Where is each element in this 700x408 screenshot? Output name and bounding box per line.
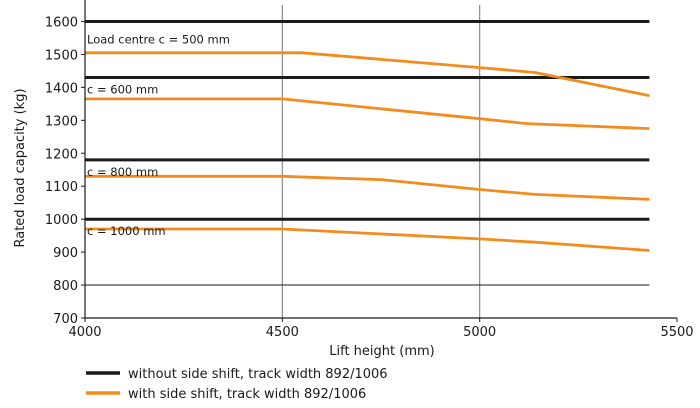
axes: 700 800 900 1000 1100 1200 1300 1400 1500 1600 400…	[45, 0, 694, 340]
series-line-7-with-side-shift	[85, 227, 650, 252]
y-tick-label-1400: 1400	[45, 81, 78, 96]
curve-label-3: c = 1000 mm	[87, 224, 166, 238]
y-tick-label-1600: 1600	[45, 15, 78, 30]
x-tick-label-5500: 5500	[660, 325, 693, 340]
series-group	[85, 20, 650, 252]
y-tick-label-1200: 1200	[45, 147, 78, 162]
x-axis-label: Lift height (mm)	[329, 344, 434, 359]
curve-label-2: c = 800 mm	[87, 165, 158, 179]
y-tick-label-800: 800	[53, 279, 78, 294]
y-tick-label-1300: 1300	[45, 114, 78, 129]
y-tick-label-1000: 1000	[45, 213, 78, 228]
legend-label-without-side-shift: without side shift, track width 892/1006	[128, 367, 388, 382]
series-line-5-with-side-shift	[85, 97, 650, 130]
curve-label-1: c = 600 mm	[87, 82, 158, 96]
y-tick-label-1500: 1500	[45, 48, 78, 63]
y-axis-label: Rated load capacity (kg)	[13, 88, 28, 247]
curve-label-0: Load centre c = 500 mm	[87, 32, 230, 46]
legend-label-with-side-shift: with side shift, track width 892/1006	[128, 387, 366, 402]
y-tick-label-900: 900	[53, 246, 78, 261]
legend: without side shift, track width 892/1006…	[86, 367, 388, 402]
y-tick-label-700: 700	[53, 312, 78, 327]
x-tick-label-5000: 5000	[463, 325, 496, 340]
y-tick-label-1100: 1100	[45, 180, 78, 195]
x-tick-label-4000: 4000	[68, 325, 101, 340]
grid-lines	[85, 5, 650, 318]
series-line-6-with-side-shift	[85, 174, 650, 201]
x-tick-label-4500: 4500	[266, 325, 299, 340]
series-line-4-with-side-shift	[85, 51, 650, 97]
curve-labels: Load centre c = 500 mm c = 600 mm c = 800 …	[87, 32, 230, 238]
